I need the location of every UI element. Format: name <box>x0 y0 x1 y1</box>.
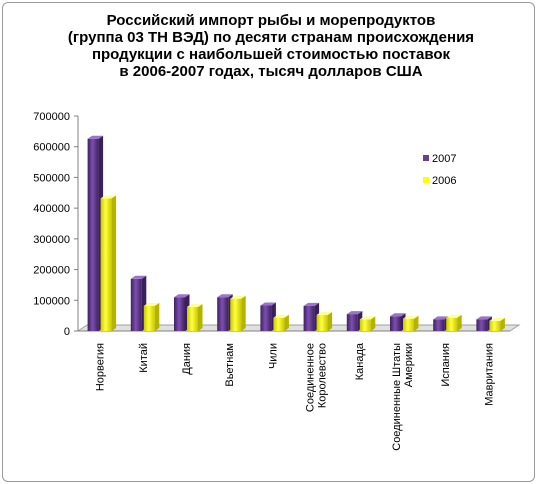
bar-front <box>403 318 414 331</box>
y-tick-label: 200000 <box>33 265 70 277</box>
category-label: Америки <box>403 343 415 387</box>
legend-label-2006: 2006 <box>432 175 456 187</box>
bar-top <box>476 316 492 320</box>
y-tick-label: 700000 <box>33 111 70 123</box>
bar-front <box>433 319 445 331</box>
bar-side <box>500 317 505 331</box>
bar-front <box>316 315 328 331</box>
bar-top <box>359 316 376 320</box>
bar-front <box>217 297 229 331</box>
bar-front <box>187 307 198 331</box>
labels: Норвегия Китай Дания Вьетнам Чили Соединенное… <box>95 342 496 451</box>
category-label: Норвегия <box>95 343 107 391</box>
category-label: Канада <box>354 342 366 380</box>
bar-top <box>390 313 406 317</box>
bar-front <box>87 138 99 331</box>
bar-side <box>198 304 203 331</box>
bar-2006 <box>446 314 462 331</box>
y-tick-label: 300000 <box>33 234 70 246</box>
bar-front <box>273 317 285 331</box>
bar-top <box>489 317 505 321</box>
bar-2006 <box>230 295 246 331</box>
bar-side <box>327 312 333 331</box>
bar-2006 <box>403 315 419 331</box>
bar-top <box>346 311 363 315</box>
y-tick-label: 400000 <box>33 203 70 215</box>
chart-title: Российский импорт рыбы и морепродуктов (… <box>40 12 502 80</box>
bar-front <box>100 198 112 331</box>
y-tick-label: 600000 <box>33 142 70 154</box>
bar-top <box>433 316 449 320</box>
bar-top <box>446 314 462 318</box>
back-wall <box>87 110 519 325</box>
bar-top <box>273 314 289 318</box>
legend-label-2007: 2007 <box>432 153 456 165</box>
bar-front <box>303 305 315 331</box>
category-label: Соединенное <box>305 343 317 412</box>
bar-front <box>476 319 488 331</box>
category-label: Соединенные Штаты <box>391 343 403 451</box>
bar-front <box>489 320 501 331</box>
chart-title-line: (группа 03 ТН ВЭД) по десяти странам про… <box>67 29 475 46</box>
bar-top <box>100 195 117 199</box>
bar-side <box>414 315 419 331</box>
legend-swatch-2007 <box>423 155 429 161</box>
bar-top <box>403 315 419 319</box>
bar-2006 <box>273 314 289 331</box>
bar-top <box>143 302 160 306</box>
bar-2006 <box>100 195 117 331</box>
bar-front <box>174 297 185 331</box>
bar-side <box>111 195 117 331</box>
chart-title-line: в 2006-2007 годах, тысяч долларов США <box>119 63 423 80</box>
bar-top <box>87 135 104 139</box>
category-label: Мавритания <box>483 343 495 406</box>
bar-front <box>130 278 142 331</box>
bar-2006 <box>359 316 376 331</box>
y-tick-label: 500000 <box>33 172 70 184</box>
bar-front <box>230 298 242 331</box>
category-label: Чили <box>267 343 279 369</box>
bar-top <box>260 302 276 306</box>
y-tick-label: 0 <box>64 326 70 338</box>
bar-side <box>457 314 462 331</box>
bar-top <box>217 294 233 298</box>
bar-2006 <box>489 317 505 331</box>
category-label: Китай <box>138 343 150 373</box>
bar-front <box>446 317 458 331</box>
bar-top <box>303 302 320 306</box>
bar-front <box>346 314 358 331</box>
bar-front <box>390 316 401 331</box>
bar-2006 <box>143 302 160 331</box>
bar-top <box>174 294 190 298</box>
chart-title-line: продукции с наибольшей стоимостью постав… <box>91 46 451 63</box>
bar-front <box>260 305 272 331</box>
chart-title-line: Российский импорт рыбы и морепродуктов <box>106 12 436 29</box>
bar-front <box>359 319 371 331</box>
bar-top <box>230 295 246 299</box>
y-tick-label: 100000 <box>33 295 70 307</box>
legend-swatch-2006 <box>423 177 429 183</box>
bars <box>87 135 505 331</box>
bar-2006 <box>187 304 203 331</box>
legend: 2007 2006 <box>423 153 456 187</box>
bar-2006 <box>316 312 333 331</box>
category-label: Вьетнам <box>224 343 236 387</box>
bar-side <box>284 314 289 331</box>
bar-side <box>241 295 246 331</box>
category-label: Испания <box>440 343 452 387</box>
bar-side <box>370 316 376 331</box>
category-label: Дания <box>181 343 193 375</box>
bar-top <box>187 304 203 308</box>
category-label: Королевство <box>317 343 329 408</box>
bar-top <box>316 312 333 316</box>
bar-top <box>130 275 147 279</box>
bar-side <box>154 302 160 331</box>
bar-front <box>143 305 155 331</box>
